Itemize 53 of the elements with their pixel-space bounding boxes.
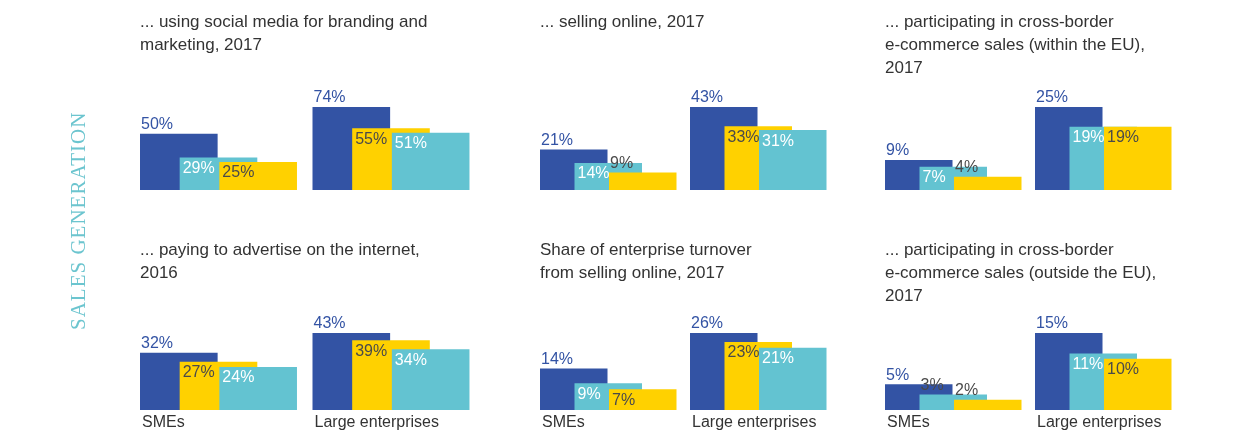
data-label: 33% <box>727 127 760 145</box>
data-label: 26% <box>691 314 724 332</box>
bar <box>219 367 297 410</box>
data-label: 25% <box>222 163 255 181</box>
bar <box>1104 126 1172 190</box>
data-label: 7% <box>922 168 946 186</box>
data-label: 23% <box>727 343 760 361</box>
data-label: 15% <box>1036 314 1069 332</box>
bar <box>954 176 1022 190</box>
data-label: 50% <box>141 115 174 133</box>
data-label: 2% <box>955 381 979 399</box>
x-tick-label: Large enterprises <box>314 413 440 431</box>
data-label: 11% <box>1072 355 1104 372</box>
data-label: 51% <box>394 134 427 152</box>
data-label: 29% <box>182 158 215 176</box>
data-label: 14% <box>541 349 574 367</box>
data-label: 19% <box>1107 128 1140 146</box>
data-label: 14% <box>577 164 610 182</box>
data-label: 19% <box>1072 128 1105 146</box>
chart-title: ... paying to advertise on the internet, 2016 <box>140 240 420 282</box>
data-label: 5% <box>886 365 910 383</box>
chart-title: ... using social media for branding and marketing, 2017 <box>140 12 428 54</box>
data-label: 32% <box>141 334 174 352</box>
data-label: 39% <box>355 341 388 359</box>
data-label: 9% <box>577 384 601 402</box>
data-label: 34% <box>394 350 427 368</box>
text: SALES GENERATION <box>66 110 91 332</box>
data-label: 10% <box>1107 360 1140 378</box>
chart-title: ... selling online, 2017 <box>540 12 705 31</box>
data-label: 55% <box>355 129 388 147</box>
data-label: 31% <box>762 131 795 149</box>
data-label: 21% <box>762 349 795 367</box>
x-tick-label: SMEs <box>887 413 930 431</box>
data-label: 27% <box>182 363 215 381</box>
data-label: 9% <box>610 154 634 172</box>
data-label: 43% <box>691 88 724 106</box>
chart-title: ... participating in cross-border e-commerce sales (outside the EU), 2017 <box>885 240 1157 305</box>
data-label: 24% <box>222 368 255 386</box>
x-tick-label: SMEs <box>142 413 185 431</box>
data-label: 74% <box>313 88 346 106</box>
x-tick-label: Large enterprises <box>1037 413 1162 431</box>
data-label: 21% <box>541 130 574 148</box>
x-tick-label: SMEs <box>542 413 585 431</box>
bar <box>1104 358 1172 410</box>
chart-title: ... participating in cross-border e-commerce sales (within the EU), 2017 <box>885 12 1145 77</box>
data-label: 25% <box>1036 88 1069 106</box>
x-tick-label: Large enterprises <box>692 413 817 431</box>
chart-title: Share of enterprise turnover from selling online, 2017 <box>540 240 752 282</box>
data-label: 7% <box>612 390 636 408</box>
data-label: 9% <box>886 141 910 159</box>
bar <box>391 349 470 410</box>
data-label: 43% <box>313 314 346 332</box>
bar <box>954 399 1022 410</box>
